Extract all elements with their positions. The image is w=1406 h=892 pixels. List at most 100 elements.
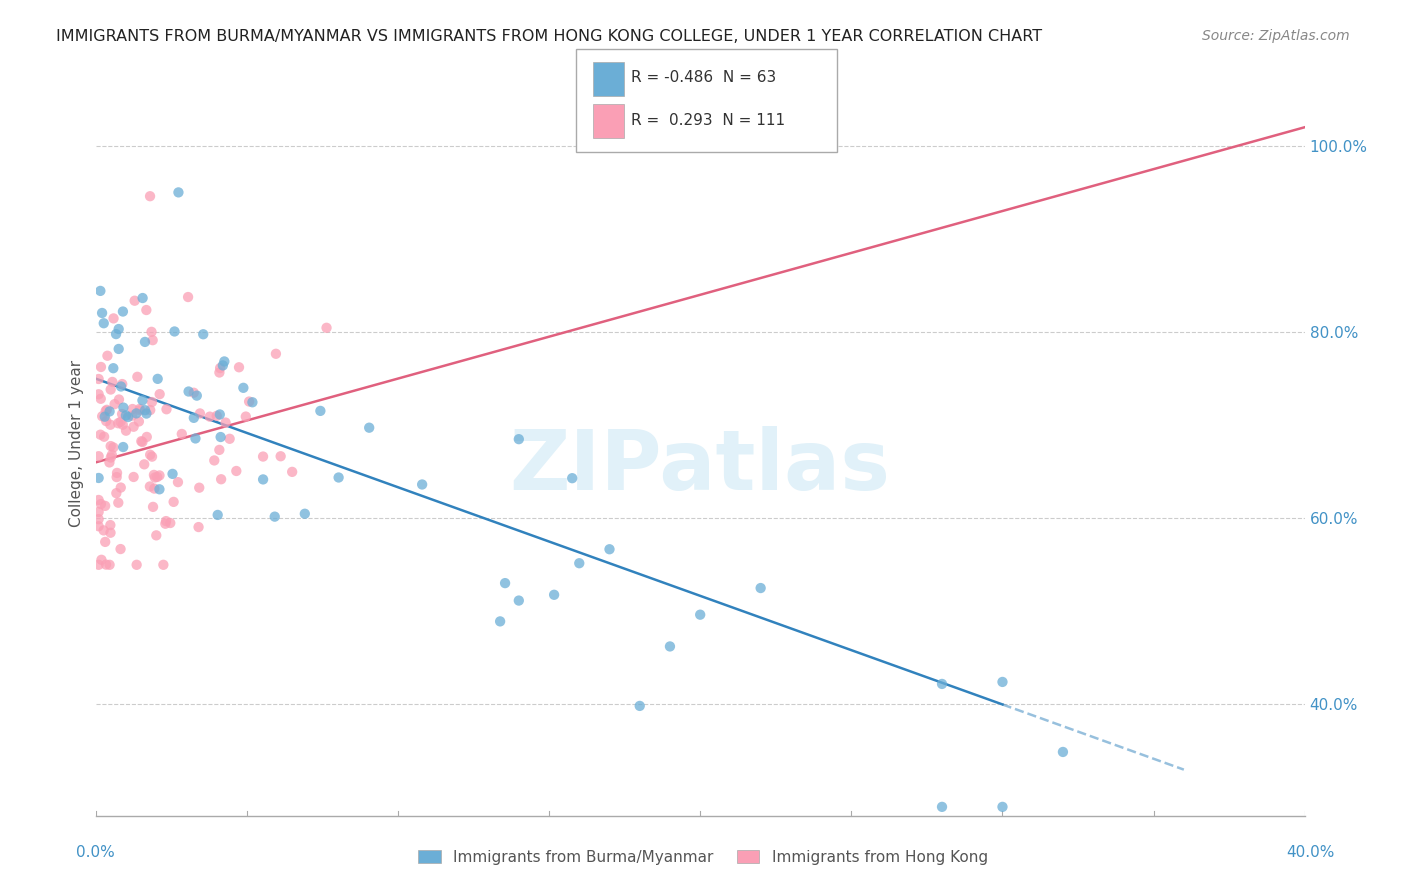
Point	[328, 470, 350, 484]
Point	[128, 401, 150, 416]
Point	[315, 320, 337, 334]
Point	[98, 558, 121, 572]
Point	[186, 389, 208, 403]
Point	[931, 800, 953, 814]
Point	[87, 449, 110, 463]
Point	[143, 482, 166, 496]
Point	[162, 467, 184, 481]
Point	[163, 325, 186, 339]
Point	[107, 416, 129, 430]
Point	[991, 675, 1014, 690]
Point	[98, 404, 121, 418]
Point	[105, 470, 128, 484]
Point	[131, 434, 153, 449]
Point	[103, 397, 125, 411]
Point	[218, 432, 240, 446]
Point	[159, 516, 181, 530]
Point	[214, 354, 236, 368]
Point	[208, 408, 231, 422]
Point	[134, 403, 156, 417]
Point	[177, 384, 200, 399]
Legend: Immigrants from Burma/Myanmar, Immigrants from Hong Kong: Immigrants from Burma/Myanmar, Immigrant…	[412, 844, 994, 871]
Point	[568, 556, 591, 570]
Point	[94, 404, 117, 418]
Point	[309, 404, 332, 418]
Point	[991, 800, 1014, 814]
Point	[170, 426, 193, 441]
Point	[122, 419, 145, 434]
Point	[125, 406, 148, 420]
Point	[148, 483, 170, 497]
Point	[167, 475, 190, 490]
Point	[561, 471, 583, 485]
Text: 0.0%: 0.0%	[76, 846, 115, 860]
Point	[209, 430, 232, 444]
Point	[103, 441, 125, 455]
Point	[87, 387, 110, 401]
Point	[208, 442, 231, 457]
Point	[87, 471, 110, 485]
Text: 40.0%: 40.0%	[1286, 846, 1334, 860]
Point	[90, 497, 112, 511]
Point	[90, 359, 112, 374]
Point	[599, 542, 621, 557]
Point	[110, 415, 132, 429]
Point	[252, 450, 274, 464]
Point	[110, 481, 132, 495]
Point	[94, 535, 117, 549]
Point	[94, 558, 117, 572]
Point	[155, 402, 177, 417]
Point	[177, 290, 200, 304]
Point	[115, 409, 138, 423]
Point	[183, 385, 205, 400]
Point	[146, 470, 169, 484]
Point	[98, 518, 121, 533]
Point	[659, 640, 682, 654]
Point	[1052, 745, 1074, 759]
Point	[749, 581, 772, 595]
Point	[252, 472, 274, 486]
Point	[187, 520, 209, 534]
Point	[125, 558, 148, 572]
Point	[90, 553, 112, 567]
Point	[91, 409, 114, 424]
Point	[149, 387, 172, 401]
Text: Source: ZipAtlas.com: Source: ZipAtlas.com	[1202, 29, 1350, 43]
Point	[89, 284, 111, 298]
Point	[270, 449, 292, 463]
Text: IMMIGRANTS FROM BURMA/MYANMAR VS IMMIGRANTS FROM HONG KONG COLLEGE, UNDER 1 YEAR: IMMIGRANTS FROM BURMA/MYANMAR VS IMMIGRA…	[56, 29, 1042, 44]
Point	[87, 505, 110, 519]
Point	[359, 420, 381, 434]
Point	[228, 360, 250, 375]
Point	[108, 392, 131, 407]
Point	[209, 361, 232, 376]
Point	[188, 407, 211, 421]
Text: R = -0.486  N = 63: R = -0.486 N = 63	[631, 70, 776, 86]
Point	[263, 509, 285, 524]
Point	[100, 450, 122, 465]
Point	[543, 588, 565, 602]
Point	[146, 372, 169, 386]
Point	[508, 432, 530, 446]
Point	[508, 593, 530, 607]
Point	[103, 311, 125, 326]
Point	[122, 470, 145, 484]
Point	[128, 403, 150, 417]
Point	[87, 558, 110, 572]
Point	[127, 369, 149, 384]
Point	[107, 342, 129, 356]
Point	[128, 414, 150, 428]
Point	[101, 448, 124, 462]
Point	[96, 349, 118, 363]
Point	[117, 410, 139, 425]
Point	[411, 477, 433, 491]
Point	[931, 677, 953, 691]
Point	[142, 333, 165, 347]
Y-axis label: College, Under 1 year: College, Under 1 year	[69, 360, 84, 527]
Point	[294, 507, 316, 521]
Point	[110, 542, 132, 557]
Point	[214, 416, 236, 430]
Point	[101, 375, 124, 389]
Point	[139, 448, 162, 462]
Point	[100, 417, 122, 432]
